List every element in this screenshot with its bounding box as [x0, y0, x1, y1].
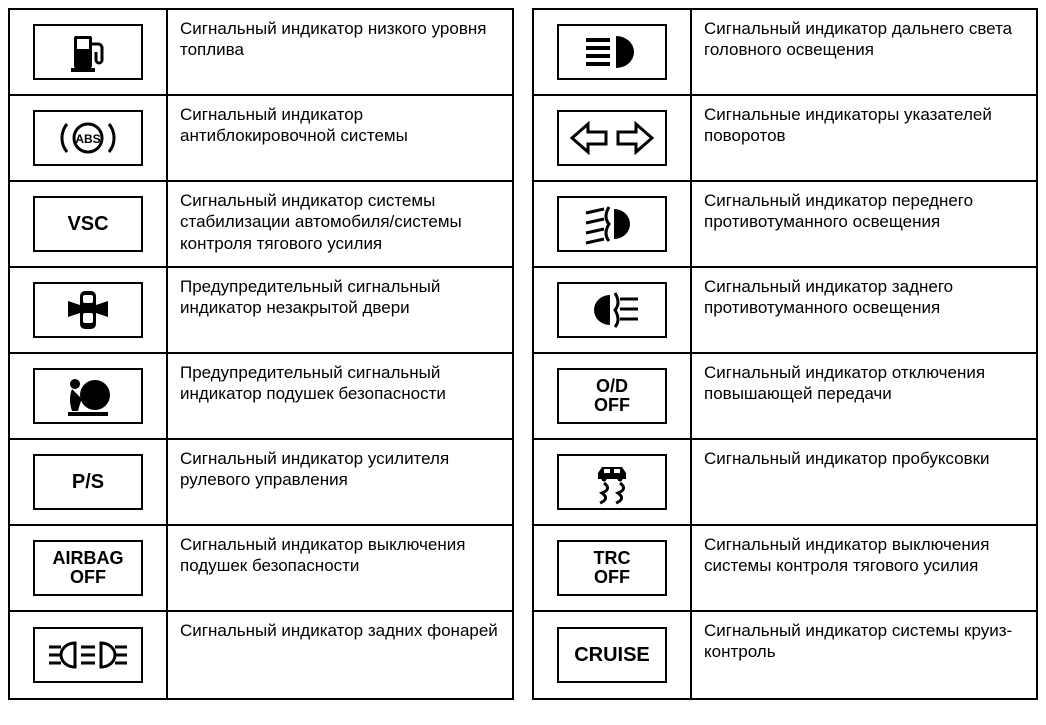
- icon-cell-fuel: [10, 10, 168, 94]
- right-column: Сигнальный индикатор дальнего света голо…: [532, 8, 1038, 700]
- desc-od-off: Сигнальный индикатор отключения повышающ…: [692, 354, 1036, 438]
- indicator-row-od-off: O/DOFF Сигнальный индикатор отключения по…: [534, 354, 1036, 440]
- trc-off-icon-text: TRCOFF: [594, 549, 631, 587]
- icon-box-abs: ABS: [33, 110, 143, 166]
- icon-box-turn: [557, 110, 667, 166]
- indicator-row-cruise: CRUISE Сигнальный индикатор системы круиз…: [534, 612, 1036, 698]
- desc-slip: Сигнальный индикатор пробуксовки: [692, 440, 1036, 524]
- icon-cell-ps: P/S: [10, 440, 168, 524]
- icon-box-airbag-off: AIRBAGOFF: [33, 540, 143, 596]
- icon-cell-cruise: CRUISE: [534, 612, 692, 698]
- icon-box-trc-off: TRCOFF: [557, 540, 667, 596]
- icon-cell-airbag-off: AIRBAGOFF: [10, 526, 168, 610]
- indicator-row-fog-rear: Сигнальный индикатор заднего противотума…: [534, 268, 1036, 354]
- desc-cruise: Сигнальный индикатор системы круиз-контр…: [692, 612, 1036, 698]
- indicator-row-vsc: VSC Сигнальный индикатор системы стабилиз…: [10, 182, 512, 268]
- desc-door: Предупредительный сигнальный индикатор н…: [168, 268, 512, 352]
- icon-box-airbag: [33, 368, 143, 424]
- desc-trc-off: Сигнальный индикатор выключения системы …: [692, 526, 1036, 610]
- icon-box-fuel: [33, 24, 143, 80]
- icon-cell-od-off: O/DOFF: [534, 354, 692, 438]
- cruise-icon-text: CRUISE: [574, 645, 650, 666]
- icon-cell-fog-rear: [534, 268, 692, 352]
- icon-cell-high-beam: [534, 10, 692, 94]
- indicator-row-ps: P/S Сигнальный индикатор усилителя рулево…: [10, 440, 512, 526]
- indicator-row-abs: ABS Сигнальный индикатор антиблокировочн…: [10, 96, 512, 182]
- icon-box-fog-rear: [557, 282, 667, 338]
- desc-abs: Сигнальный индикатор антиблокировочной с…: [168, 96, 512, 180]
- desc-tail: Сигнальный индикатор задних фонарей: [168, 612, 512, 698]
- desc-turn: Сигнальные индикаторы указателей поворот…: [692, 96, 1036, 180]
- indicator-row-door: Предупредительный сигнальный индикатор н…: [10, 268, 512, 354]
- indicator-row-tail: Сигнальный индикатор задних фонарей: [10, 612, 512, 698]
- icon-cell-trc-off: TRCOFF: [534, 526, 692, 610]
- desc-ps: Сигнальный индикатор усилителя рулевого …: [168, 440, 512, 524]
- desc-fog-front: Сигнальный индикатор переднего противоту…: [692, 182, 1036, 266]
- icon-cell-slip: [534, 440, 692, 524]
- icon-box-vsc: VSC: [33, 196, 143, 252]
- icon-box-door: [33, 282, 143, 338]
- icon-box-slip: [557, 454, 667, 510]
- icon-cell-door: [10, 268, 168, 352]
- airbag-icon: [62, 374, 114, 418]
- desc-vsc: Сигнальный индикатор системы стабилизаци…: [168, 182, 512, 266]
- left-column: Сигнальный индикатор низкого уровня топл…: [8, 8, 514, 700]
- desc-fuel: Сигнальный индикатор низкого уровня топл…: [168, 10, 512, 94]
- icon-cell-vsc: VSC: [10, 182, 168, 266]
- desc-high-beam: Сигнальный индикатор дальнего света голо…: [692, 10, 1036, 94]
- icon-cell-fog-front: [534, 182, 692, 266]
- fog-front-icon: [582, 203, 642, 245]
- airbag-off-icon-text: AIRBAGOFF: [53, 549, 124, 587]
- icon-box-cruise: CRUISE: [557, 627, 667, 683]
- icon-cell-abs: ABS: [10, 96, 168, 180]
- indicator-row-trc-off: TRCOFF Сигнальный индикатор выключения си…: [534, 526, 1036, 612]
- slip-icon: [590, 459, 634, 505]
- vsc-icon-text: VSC: [67, 214, 108, 235]
- od-off-icon-text: O/DOFF: [594, 377, 630, 415]
- ps-icon-text: P/S: [72, 472, 104, 493]
- indicator-row-airbag: Предупредительный сигнальный индикатор п…: [10, 354, 512, 440]
- icon-box-fog-front: [557, 196, 667, 252]
- indicator-row-slip: Сигнальный индикатор пробуксовки: [534, 440, 1036, 526]
- indicator-row-high-beam: Сигнальный индикатор дальнего света голо…: [534, 10, 1036, 96]
- icon-box-tail: [33, 627, 143, 683]
- indicator-row-turn: Сигнальные индикаторы указателей поворот…: [534, 96, 1036, 182]
- indicator-row-airbag-off: AIRBAGOFF Сигнальный индикатор выключения…: [10, 526, 512, 612]
- indicator-row-fog-front: Сигнальный индикатор переднего противоту…: [534, 182, 1036, 268]
- desc-airbag-off: Сигнальный индикатор выключения подушек …: [168, 526, 512, 610]
- desc-airbag: Предупредительный сигнальный индикатор п…: [168, 354, 512, 438]
- turn-icon: [570, 121, 654, 155]
- tail-icon: [45, 637, 131, 673]
- door-icon: [64, 287, 112, 333]
- icon-box-high-beam: [557, 24, 667, 80]
- abs-icon: ABS: [53, 118, 123, 158]
- svg-text:ABS: ABS: [75, 132, 100, 146]
- fog-rear-icon: [582, 289, 642, 331]
- icon-cell-turn: [534, 96, 692, 180]
- icon-cell-airbag: [10, 354, 168, 438]
- indicator-table: Сигнальный индикатор низкого уровня топл…: [8, 8, 1038, 700]
- icon-box-ps: P/S: [33, 454, 143, 510]
- icon-box-od-off: O/DOFF: [557, 368, 667, 424]
- high-beam-icon: [580, 32, 644, 72]
- desc-fog-rear: Сигнальный индикатор заднего противотума…: [692, 268, 1036, 352]
- indicator-row-fuel: Сигнальный индикатор низкого уровня топл…: [10, 10, 512, 96]
- icon-cell-tail: [10, 612, 168, 698]
- fuel-icon: [66, 30, 110, 74]
